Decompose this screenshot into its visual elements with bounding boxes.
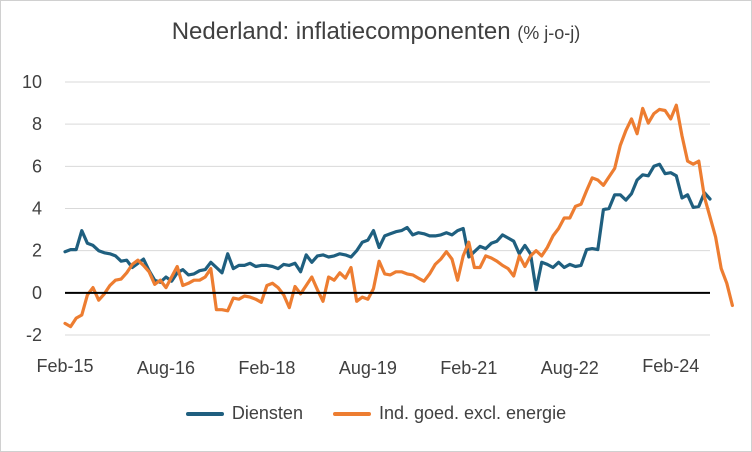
y-tick-label: 10 xyxy=(22,72,42,92)
x-tick-label: Aug-22 xyxy=(541,358,599,378)
chart-title-block: Nederland: inflatiecomponenten (% j-o-j) xyxy=(0,18,752,46)
y-tick-label: 6 xyxy=(32,156,42,176)
x-tick-label: Feb-21 xyxy=(440,358,497,378)
legend-item-diensten: Diensten xyxy=(185,403,303,424)
legend-label-diensten: Diensten xyxy=(231,403,303,423)
x-tick-label: Feb-24 xyxy=(642,356,699,376)
y-tick-label: 8 xyxy=(32,114,42,134)
legend-swatch-diensten xyxy=(185,411,224,416)
y-tick-label: 2 xyxy=(32,241,42,261)
x-tick-label: Aug-16 xyxy=(137,358,195,378)
x-axis: Feb-15 Aug-16 Feb-18 Aug-19 Feb-21 Aug-22 Feb-… xyxy=(36,356,699,378)
series-line-goederen xyxy=(63,103,735,329)
legend-label-goederen: Ind. goed. excl. energie xyxy=(378,403,567,423)
y-axis: -2 0 2 4 6 8 10 xyxy=(22,72,42,345)
x-tick-label: Aug-19 xyxy=(339,358,397,378)
gridlines xyxy=(65,81,710,336)
legend-item-goederen: Ind. goed. excl. energie xyxy=(332,403,567,424)
x-tick-label: Feb-15 xyxy=(36,356,93,376)
y-tick-label: 4 xyxy=(32,199,42,219)
series-lines xyxy=(63,103,735,329)
line-chart: -2 0 2 4 6 8 10 Feb-15 Aug-16 Feb-18 Aug-19 Feb-21… xyxy=(22,72,735,378)
x-tick-label: Feb-18 xyxy=(238,358,295,378)
legend-swatch-goederen xyxy=(332,411,371,416)
series-line-diensten xyxy=(63,162,712,292)
legend: Diensten Ind. goed. excl. energie xyxy=(0,403,752,424)
chart-title: Nederland: inflatiecomponenten xyxy=(171,18,511,45)
y-tick-label: 0 xyxy=(32,283,42,303)
y-tick-label: -2 xyxy=(26,325,42,345)
chart-subtitle: (% j-o-j) xyxy=(517,23,581,43)
